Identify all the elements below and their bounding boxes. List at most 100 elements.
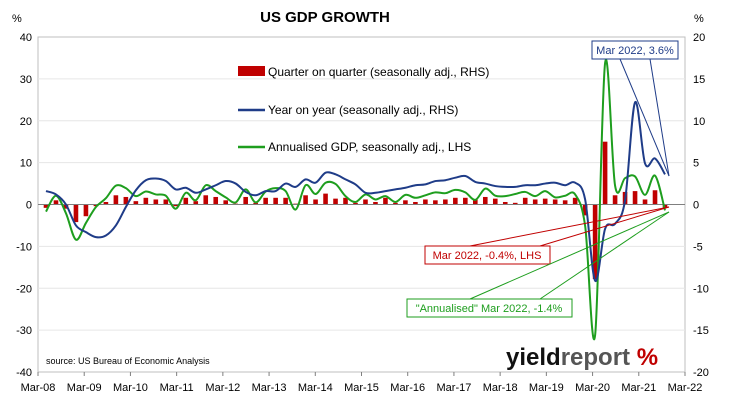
chart-title: US GDP GROWTH bbox=[260, 9, 390, 26]
x-axis-ticks: Mar-08 Mar-09 Mar-10 Mar-11 Mar-12 Mar-13 Mar-… bbox=[21, 372, 702, 394]
qoq-bar bbox=[522, 197, 528, 205]
qoq-bar bbox=[183, 197, 189, 205]
x-tick-label: Mar-09 bbox=[67, 382, 102, 394]
qoq-bar bbox=[323, 193, 328, 205]
qoq-bar bbox=[433, 200, 438, 205]
x-tick-label: Mar-21 bbox=[621, 382, 656, 394]
annotation-qoq-text: Mar 2022, -0.4%, LHS bbox=[433, 250, 542, 262]
legend: Quarter on quarter (seasonally adj., RHS… bbox=[238, 65, 489, 154]
legend-label-yoy: Year on year (seasonally adj., RHS) bbox=[268, 103, 458, 117]
yoy-line bbox=[45, 101, 666, 282]
qoq-bar bbox=[492, 198, 498, 205]
qoq-bar bbox=[373, 201, 378, 205]
legend-label-qoq: Quarter on quarter (seasonally adj., RHS… bbox=[268, 65, 489, 79]
brand-logo: yieldreport % bbox=[506, 344, 658, 371]
qoq-bar bbox=[532, 199, 538, 205]
qoq-bar bbox=[582, 204, 588, 216]
x-tick-label: Mar-16 bbox=[390, 382, 425, 394]
qoq-bar bbox=[632, 191, 638, 205]
right-axis-ticks: 20 15 10 5 0 -5 -10 -15 -20 bbox=[693, 32, 709, 379]
x-tick-label: Mar-17 bbox=[437, 382, 472, 394]
right-tick-label: 5 bbox=[693, 158, 699, 170]
qoq-bar bbox=[213, 196, 219, 205]
right-tick-label: 20 bbox=[693, 32, 705, 44]
qoq-bar bbox=[572, 197, 578, 205]
grid-lines bbox=[38, 78, 685, 331]
qoq-bar bbox=[203, 195, 209, 205]
right-tick-label: 15 bbox=[693, 74, 705, 86]
qoq-bar bbox=[253, 202, 258, 205]
left-tick-label: 30 bbox=[20, 74, 32, 86]
right-tick-label: 10 bbox=[693, 116, 705, 128]
brand-wordmark: yieldreport % bbox=[506, 344, 658, 371]
right-tick-label: 0 bbox=[693, 200, 699, 212]
qoq-bar bbox=[473, 199, 478, 205]
left-tick-label: 40 bbox=[20, 32, 32, 44]
qoq-bar bbox=[343, 197, 348, 205]
annotation-yoy-text: Mar 2022, 3.6% bbox=[596, 45, 674, 57]
left-tick-label: -10 bbox=[16, 241, 32, 253]
annotation-qoq-leader bbox=[469, 206, 670, 247]
qoq-bar bbox=[363, 199, 368, 205]
annotation-annualised: "Annualised" Mar 2022, -1.4% bbox=[406, 211, 670, 318]
left-tick-label: 0 bbox=[26, 200, 32, 212]
left-axis-ticks: 40 30 20 10 0 -10 -20 -30 -40 bbox=[16, 32, 32, 379]
qoq-bar bbox=[413, 201, 418, 205]
x-tick-label: Mar-14 bbox=[298, 382, 333, 394]
annotation-qoq-box bbox=[424, 245, 551, 265]
qoq-bar bbox=[143, 197, 149, 205]
qoq-bar bbox=[353, 202, 358, 205]
left-tick-label: 20 bbox=[20, 116, 32, 128]
left-axis-unit: % bbox=[12, 13, 22, 25]
qoq-bar bbox=[612, 195, 618, 205]
x-tick-label: Mar-13 bbox=[252, 382, 287, 394]
qoq-bar bbox=[393, 202, 398, 205]
right-tick-label: -15 bbox=[693, 325, 709, 337]
qoq-bar bbox=[83, 204, 89, 217]
source-note: source: US Bureau of Economic Analysis bbox=[46, 356, 210, 366]
legend-label-annualised: Annualised GDP, seasonally adj., LHS bbox=[268, 140, 471, 154]
qoq-bar bbox=[263, 197, 268, 205]
qoq-bar bbox=[243, 196, 248, 205]
qoq-bar bbox=[562, 200, 568, 205]
qoq-bar bbox=[463, 197, 468, 205]
qoq-bar bbox=[542, 198, 548, 205]
left-tick-label: -30 bbox=[16, 325, 32, 337]
qoq-bar bbox=[662, 204, 668, 208]
right-tick-label: -10 bbox=[693, 283, 709, 295]
qoq-bar bbox=[73, 204, 79, 223]
qoq-bar bbox=[313, 199, 318, 205]
qoq-bar bbox=[403, 200, 408, 205]
annotation-annualised-box bbox=[406, 298, 573, 318]
qoq-bar bbox=[63, 204, 69, 209]
annotation-annualised-leader bbox=[469, 211, 670, 300]
qoq-bar bbox=[602, 141, 608, 205]
annotation-yoy-box bbox=[591, 40, 679, 60]
left-tick-label: -40 bbox=[16, 367, 32, 379]
x-tick-label: Mar-12 bbox=[205, 382, 240, 394]
x-tick-label: Mar-20 bbox=[575, 382, 610, 394]
qoq-bar bbox=[482, 196, 488, 205]
left-tick-label: 10 bbox=[20, 158, 32, 170]
qoq-bar bbox=[592, 204, 598, 280]
qoq-bar bbox=[512, 202, 518, 205]
qoq-bar bbox=[163, 199, 169, 205]
annotation-qoq-leader-2 bbox=[539, 206, 670, 247]
qoq-bar bbox=[552, 199, 558, 205]
qoq-bar bbox=[303, 195, 308, 205]
qoq-bar bbox=[123, 196, 129, 205]
qoq-bar bbox=[103, 201, 109, 205]
x-tick-label: Mar-19 bbox=[529, 382, 564, 394]
x-tick-label: Mar-10 bbox=[113, 382, 148, 394]
x-tick-label: Mar-11 bbox=[160, 382, 194, 394]
qoq-bar bbox=[333, 198, 338, 205]
right-axis-unit: % bbox=[694, 13, 704, 25]
qoq-bar bbox=[43, 204, 49, 208]
qoq-bar bbox=[383, 197, 388, 205]
left-tick-label: -20 bbox=[16, 283, 32, 295]
qoq-bar bbox=[193, 201, 199, 205]
x-tick-label: Mar-18 bbox=[483, 382, 518, 394]
legend-swatch-qoq bbox=[238, 66, 265, 76]
qoq-bar bbox=[502, 201, 508, 205]
